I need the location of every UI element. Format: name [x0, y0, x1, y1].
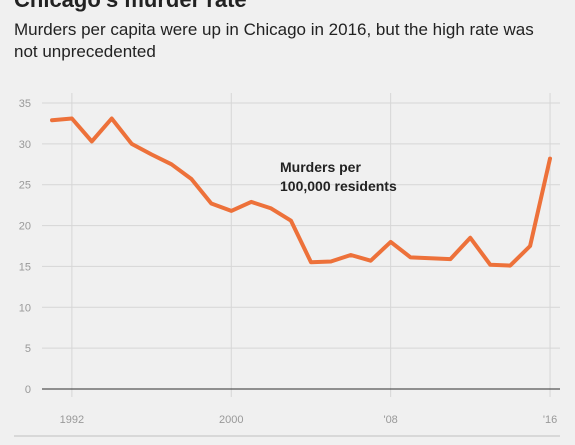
x-tick-label: 1992 — [60, 414, 84, 426]
x-tick-label: 2000 — [219, 414, 243, 426]
chart-title: Chicago's murder rate — [14, 0, 247, 11]
x-tick-labels: 1992 2000 '08 '16 — [60, 414, 558, 426]
chart-subtitle: Murders per capita were up in Chicago in… — [14, 20, 534, 61]
x-gridlines — [71, 93, 551, 397]
annotation-line-1: Murders per — [280, 159, 361, 175]
y-gridlines — [42, 102, 560, 349]
murder-rate-line — [50, 116, 552, 268]
y-tick-label: 5 — [25, 343, 31, 355]
y-tick-label: 20 — [19, 221, 31, 233]
y-tick-label: 10 — [19, 302, 31, 314]
y-tick-label: 30 — [19, 139, 31, 151]
y-tick-label: 25 — [19, 180, 31, 192]
y-tick-labels: 0 5 10 15 20 25 30 35 — [19, 98, 31, 396]
y-tick-label: 15 — [19, 261, 31, 273]
x-tick-label: '08 — [383, 414, 397, 426]
x-tick-label: '16 — [543, 414, 557, 426]
annotation-line-2: 100,000 residents — [280, 178, 397, 194]
y-tick-label: 0 — [25, 384, 31, 396]
y-tick-label: 35 — [19, 98, 31, 110]
